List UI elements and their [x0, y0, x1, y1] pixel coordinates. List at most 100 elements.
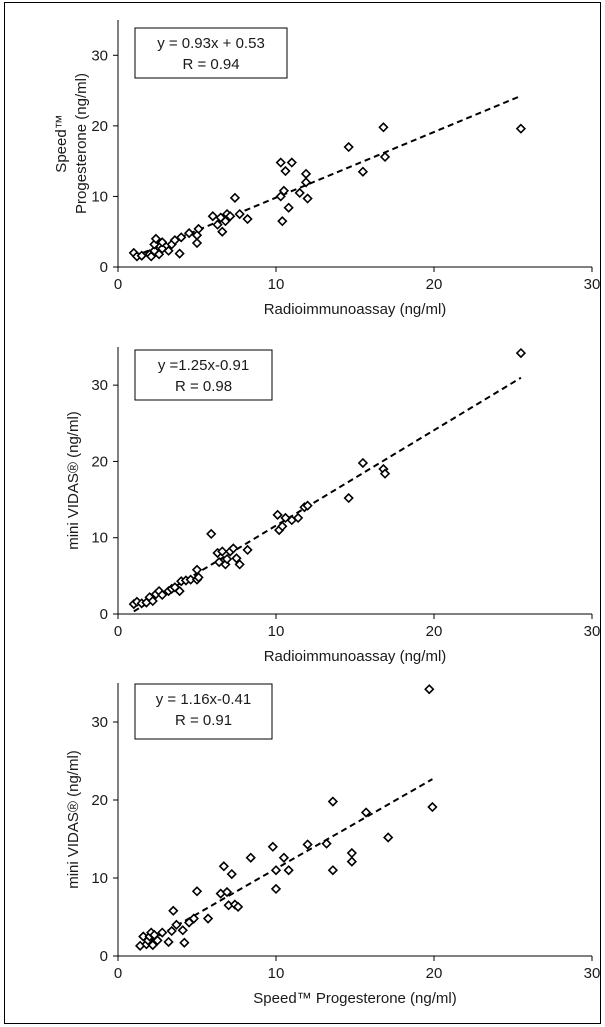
- data-point: [152, 935, 163, 946]
- data-point: [294, 187, 305, 199]
- y-tick-label: 10: [91, 870, 108, 887]
- x-axis-label: Radioimmunoassay (ng/ml): [264, 301, 447, 318]
- equation-text: y = 0.93x + 0.53: [157, 35, 265, 52]
- data-point: [168, 905, 179, 916]
- data-point: [212, 219, 223, 230]
- data-point: [277, 521, 288, 532]
- data-point: [228, 543, 239, 554]
- data-point: [157, 927, 168, 938]
- x-tick-label: 20: [426, 965, 443, 982]
- data-point: [275, 157, 286, 168]
- x-tick-label: 10: [268, 623, 285, 640]
- data-point: [283, 865, 294, 876]
- equation-text: y = 1.16x-0.41: [156, 691, 251, 708]
- data-point: [221, 886, 233, 898]
- data-point: [272, 509, 283, 520]
- data-point: [221, 553, 233, 565]
- data-point: [346, 847, 357, 859]
- data-point: [234, 208, 245, 220]
- data-point: [183, 227, 195, 239]
- y-axis-label: mini VIDAS® (ng/ml): [65, 750, 82, 889]
- data-point: [177, 925, 188, 936]
- data-point: [232, 901, 244, 912]
- data-point: [327, 796, 339, 807]
- data-point: [515, 123, 527, 134]
- data-point: [242, 213, 253, 225]
- data-point: [360, 807, 372, 818]
- data-point: [267, 841, 278, 852]
- data-point: [191, 564, 203, 575]
- data-point: [157, 589, 168, 601]
- data-point: [424, 684, 435, 695]
- correlation-text: R = 0.98: [175, 378, 232, 395]
- data-point: [136, 250, 147, 261]
- data-point: [278, 852, 290, 863]
- data-point: [327, 865, 339, 876]
- figure-frame: [4, 2, 601, 1024]
- data-point: [321, 838, 332, 849]
- data-point: [206, 528, 217, 540]
- data-point: [280, 165, 291, 177]
- x-tick-label: 0: [114, 276, 122, 293]
- data-point: [174, 585, 185, 597]
- y-tick-label: 10: [91, 530, 108, 547]
- data-point: [217, 226, 228, 237]
- data-point: [150, 233, 162, 244]
- data-point: [202, 913, 214, 924]
- data-point: [277, 215, 288, 227]
- regression-line: [141, 778, 433, 947]
- data-point: [174, 248, 185, 259]
- x-tick-label: 20: [426, 276, 443, 293]
- x-tick-label: 10: [268, 965, 285, 982]
- y-tick-label: 0: [100, 259, 108, 276]
- y-tick-label: 30: [91, 714, 108, 731]
- data-point: [157, 237, 168, 248]
- equation-box: [134, 683, 273, 740]
- y-tick-label: 30: [91, 377, 108, 394]
- x-tick-label: 30: [584, 623, 601, 640]
- data-point: [226, 868, 237, 880]
- data-point: [379, 468, 391, 479]
- y-tick-label: 20: [91, 118, 108, 135]
- data-point: [231, 553, 242, 564]
- x-tick-label: 0: [114, 965, 122, 982]
- data-point: [242, 544, 253, 556]
- data-point: [171, 919, 182, 930]
- data-point: [302, 500, 313, 511]
- data-point: [207, 211, 218, 222]
- x-tick-label: 0: [114, 623, 122, 640]
- data-point: [218, 861, 229, 872]
- data-point: [229, 192, 241, 203]
- y-axis-label-line1: Speed™: [53, 114, 70, 172]
- data-point: [188, 913, 199, 924]
- data-point: [292, 512, 304, 524]
- data-point: [270, 865, 282, 876]
- data-point: [163, 936, 174, 948]
- y-tick-label: 0: [100, 606, 108, 623]
- data-point: [300, 168, 312, 179]
- data-point: [357, 166, 369, 177]
- x-axis-label: Radioimmunoassay (ng/ml): [264, 648, 447, 665]
- equation-box: [134, 27, 288, 79]
- data-point: [346, 856, 357, 867]
- data-point: [191, 886, 203, 897]
- data-point: [217, 546, 228, 557]
- chart-panel-3: 0 10 20 30 0 10 20 30 Speed™ Progesterone (ng/ml…: [65, 683, 600, 1007]
- data-point: [427, 801, 438, 813]
- y-tick-label: 30: [91, 47, 108, 64]
- data-point: [357, 457, 369, 469]
- x-tick-label: 30: [584, 965, 601, 982]
- data-point: [169, 235, 181, 246]
- data-point: [220, 215, 231, 227]
- y-tick-label: 20: [91, 792, 108, 809]
- equation-box: [134, 349, 273, 401]
- x-tick-label: 20: [426, 623, 443, 640]
- data-point: [278, 185, 290, 196]
- chart-panel-1: 0 10 20 30 0 10 20 30 Radioimmunoassay (ng/ml) Sp…: [53, 20, 600, 318]
- chart-panel-2: 0 10 20 30 0 10 20 30 Radioimmunoassay (ng/ml) mi…: [65, 347, 600, 665]
- data-point: [147, 595, 158, 607]
- data-point: [234, 559, 245, 570]
- y-tick-label: 20: [91, 453, 108, 470]
- data-point: [343, 492, 354, 504]
- data-point: [383, 832, 394, 843]
